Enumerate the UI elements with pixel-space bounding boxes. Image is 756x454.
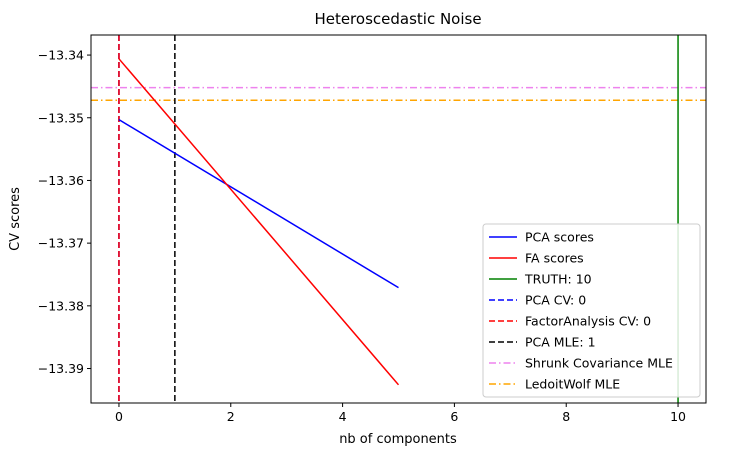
x-tick-label-1: 2 [227, 409, 235, 424]
axes-frame [90, 34, 707, 404]
legend: PCA scores FA scores TRUTH: 10 PCA CV: 0 Fac… [482, 223, 701, 398]
y-tick-label-4: −13.38 [38, 298, 84, 313]
legend-label-6: Shrunk Covariance MLE [525, 356, 673, 371]
y-tick-label-3: −13.37 [38, 236, 84, 251]
legend-label-1: FA scores [525, 251, 584, 266]
x-tick-label-5: 10 [670, 409, 686, 424]
legend-label-7: LedoitWolf MLE [525, 377, 620, 392]
x-tick-label-3: 6 [450, 409, 458, 424]
legend-label-5: PCA MLE: 1 [525, 335, 596, 350]
y-tick-label-5: −13.39 [38, 361, 84, 376]
legend-label-3: PCA CV: 0 [525, 293, 586, 308]
x-axis-label: nb of components [339, 432, 457, 447]
y-tick-label-2: −13.36 [38, 173, 84, 188]
y-axis-label: CV scores [8, 187, 23, 251]
x-tick-label-0: 0 [115, 409, 123, 424]
legend-label-2: TRUTH: 10 [524, 272, 592, 287]
legend-label-0: PCA scores [525, 230, 594, 245]
series-line-1 [118, 58, 400, 386]
legend-box [482, 223, 701, 398]
series-line-0 [118, 118, 399, 289]
y-tick-label-0: −13.34 [38, 48, 84, 63]
ticks: 0 2 4 6 8 10 −13.34 −13.35 −13.36 −13.37 −13.38 −13… [38, 48, 686, 424]
x-tick-label-4: 8 [562, 409, 570, 424]
plot-lines [91, 35, 706, 403]
axes [90, 34, 707, 404]
y-tick-label-1: −13.35 [38, 110, 84, 125]
chart-title: Heteroscedastic Noise [314, 10, 481, 28]
x-tick-label-2: 4 [339, 409, 347, 424]
legend-label-4: FactorAnalysis CV: 0 [525, 314, 651, 329]
